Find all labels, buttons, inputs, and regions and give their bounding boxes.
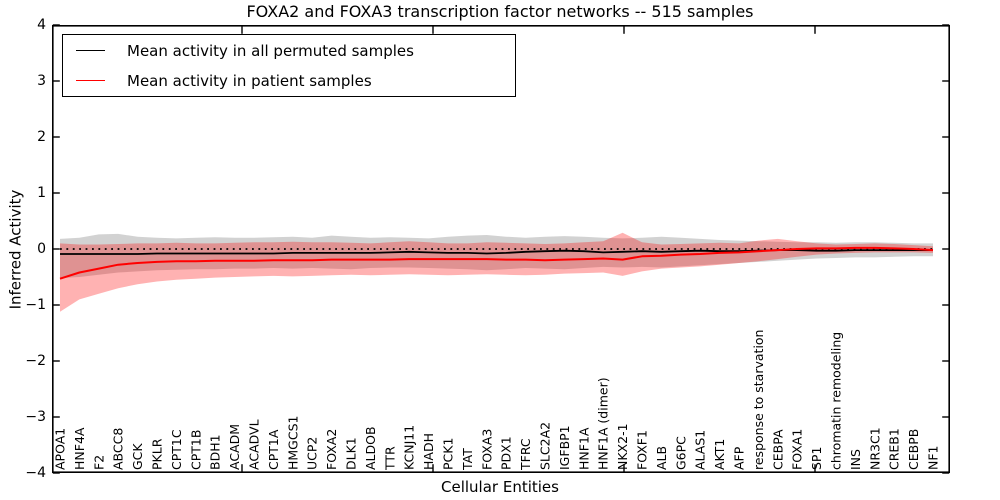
x-tick-label: CREB1	[886, 428, 902, 470]
x-tick-label: NF1	[925, 445, 941, 471]
patient-mean-line	[59, 246, 934, 280]
legend-label: Mean activity in patient samples	[127, 71, 372, 90]
legend-item-patient: Mean activity in patient samples	[63, 66, 515, 96]
x-tick-label: ACADM	[227, 423, 243, 470]
x-tick-label: HADH	[421, 433, 437, 470]
x-tick-label: ALDOB	[362, 426, 378, 470]
y-tick-label: −2	[25, 353, 46, 369]
x-tick-label: GCK	[130, 443, 146, 470]
x-tick-label: HNF1A	[576, 427, 592, 470]
x-tick-label: CPT1B	[188, 429, 204, 470]
x-tick-label: NKX2-1	[615, 423, 631, 470]
x-tick-label: AFP	[731, 446, 747, 470]
x-tick-label: KCNJ11	[401, 424, 417, 470]
y-tick-label: 0	[37, 241, 46, 257]
y-tick-label: 3	[37, 73, 46, 89]
x-tick-label: HMGCS1	[285, 415, 301, 471]
x-tick-label: UCP2	[304, 436, 320, 470]
x-tick-label: FOXA2	[324, 428, 340, 470]
x-tick-label: TAT	[459, 448, 475, 470]
legend-item-permuted: Mean activity in all permuted samples	[63, 36, 515, 66]
chart-title: FOXA2 and FOXA3 transcription factor net…	[246, 2, 754, 21]
x-tick-label: FOXA3	[479, 428, 495, 470]
x-tick-label: NR3C1	[867, 427, 883, 470]
x-tick-label: FOXA1	[789, 428, 805, 470]
x-tick-label: ALAS1	[692, 429, 708, 470]
y-tick-label: −4	[25, 465, 46, 481]
x-tick-label: SP1	[809, 446, 825, 470]
x-tick-label: PCK1	[440, 437, 456, 470]
patient-line-swatch	[76, 80, 105, 81]
x-tick-label: FOXF1	[634, 430, 650, 470]
y-tick-label: −3	[25, 409, 46, 425]
legend-label: Mean activity in all permuted samples	[127, 41, 414, 60]
x-tick-label: F2	[91, 454, 107, 470]
y-tick-label: 2	[37, 129, 46, 145]
x-tick-label: APOA1	[52, 427, 68, 470]
x-tick-label: SLC2A2	[537, 421, 553, 470]
x-axis-label: Cellular Entities	[441, 478, 559, 496]
x-tick-label: CPT1A	[265, 429, 281, 470]
x-tick-label: CPT1C	[168, 429, 184, 470]
x-tick-label: ABCC8	[110, 427, 126, 470]
x-tick-label: HNF4A	[71, 427, 87, 470]
x-tick-label: TTR	[382, 446, 398, 470]
x-tick-label: HNF1A (dimer)	[595, 377, 611, 470]
x-tick-label: INS	[847, 449, 863, 470]
y-tick-label: 4	[37, 17, 46, 33]
x-tick-label: chromatin remodeling	[828, 331, 844, 470]
x-tick-label: G6PC	[673, 436, 689, 470]
x-tick-label: TFRC	[518, 438, 534, 470]
permuted-line-swatch	[76, 50, 105, 51]
x-tick-label: ACADVL	[246, 419, 262, 470]
x-tick-label: PDX1	[498, 436, 514, 470]
x-tick-label: CEBPA	[770, 429, 786, 471]
x-tick-label: AKT1	[712, 438, 728, 470]
legend: Mean activity in all permuted samples Me…	[62, 34, 516, 97]
x-tick-label: PKLR	[149, 438, 165, 470]
x-tick-label: IGFBP1	[556, 425, 572, 470]
x-tick-label: CEBPB	[906, 428, 922, 470]
patient-range-band	[60, 232, 933, 312]
y-tick-label: −1	[25, 297, 46, 313]
x-tick-label: DLK1	[343, 437, 359, 470]
x-tick-label: response to starvation	[750, 329, 766, 471]
y-tick-label: 1	[37, 185, 46, 201]
permuted-range-band	[60, 233, 933, 279]
x-tick-label: BDH1	[207, 434, 223, 470]
x-tick-label: ALB	[653, 445, 669, 470]
